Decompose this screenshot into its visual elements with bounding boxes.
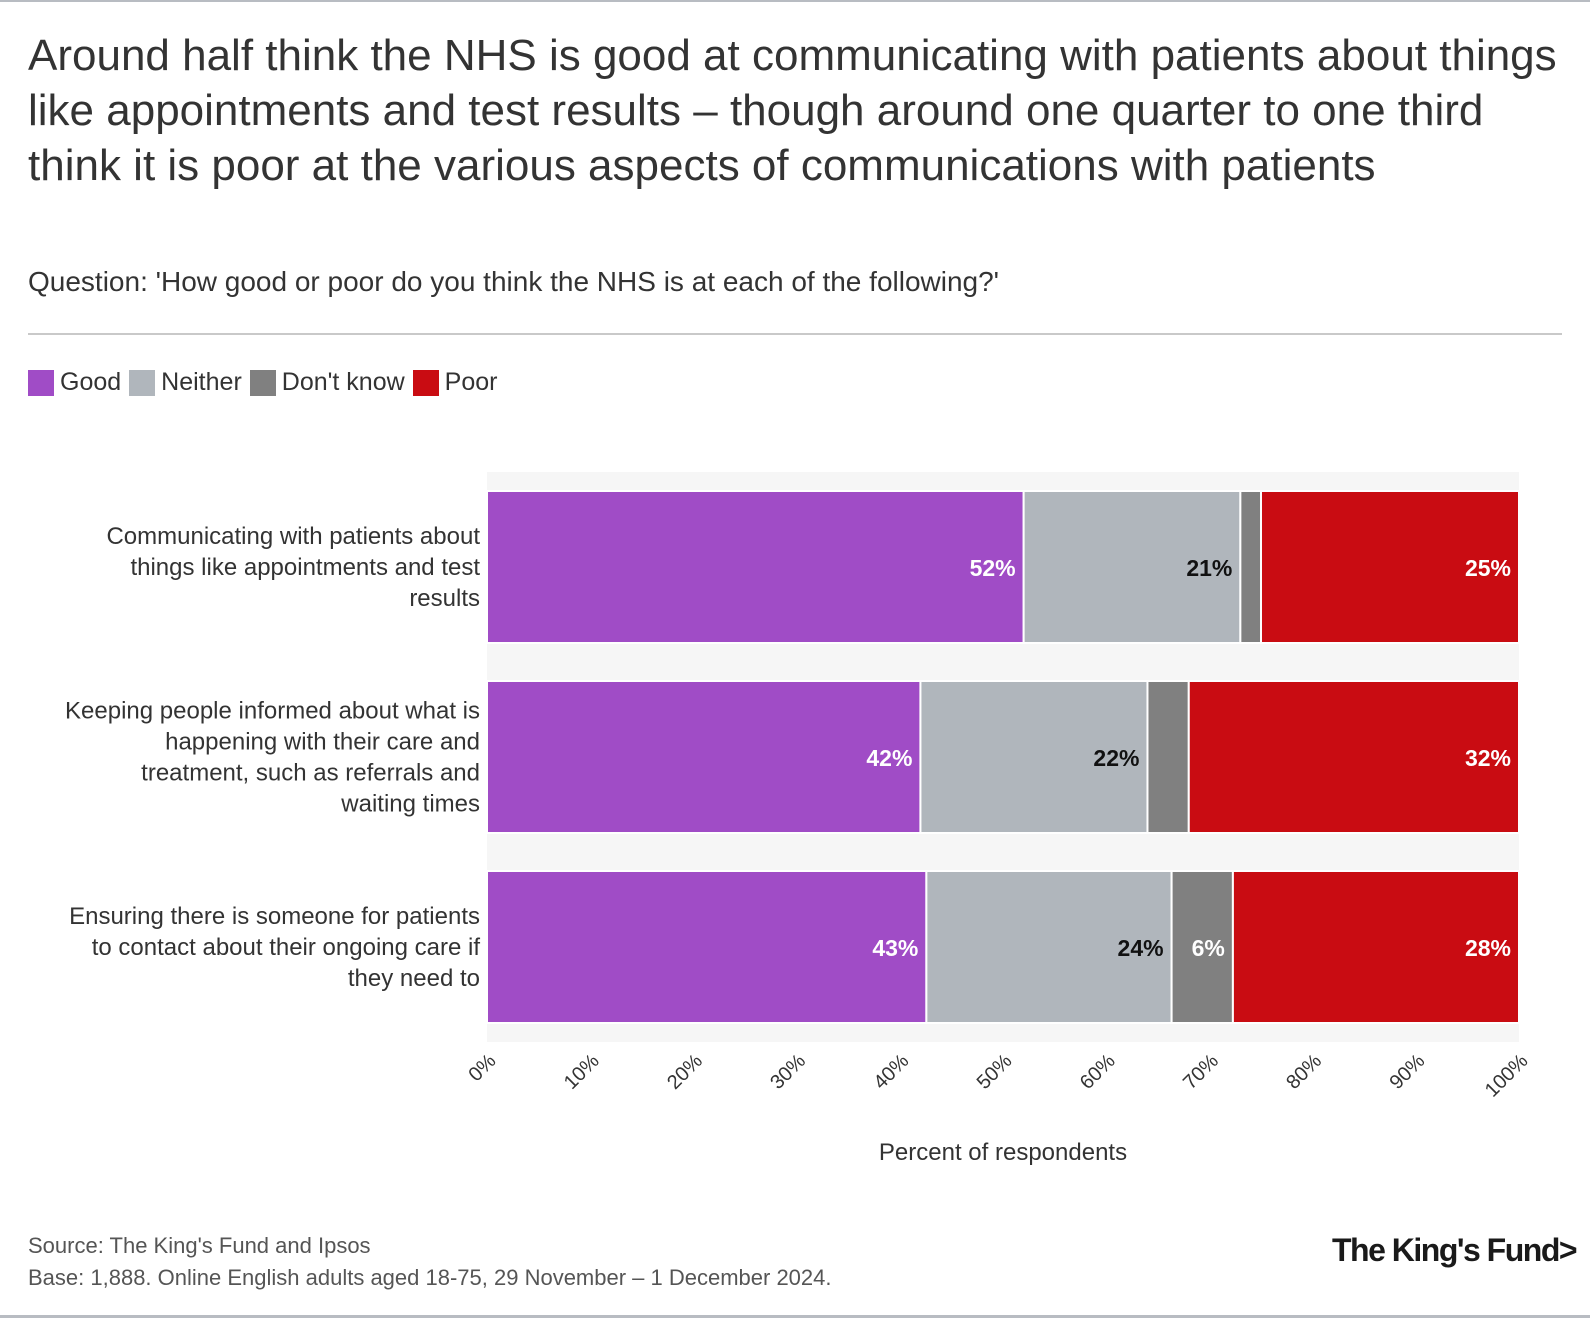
category-label: to contact about their ongoing care if [92, 934, 481, 961]
category-label: Communicating with patients about [106, 523, 480, 550]
data-label: 52% [970, 555, 1016, 581]
top-border [0, 0, 1590, 2]
category-label: waiting times [340, 791, 480, 818]
bar-poor-0 [1260, 490, 1520, 644]
data-label: 42% [866, 745, 912, 771]
x-axis-title: Percent of respondents [879, 1139, 1127, 1166]
legend-item-good[interactable]: Good [28, 368, 121, 397]
legend-label-dont-know: Don't know [281, 368, 405, 396]
legend-label-good: Good [60, 368, 122, 396]
legend-item-poor[interactable]: Poor [412, 368, 498, 397]
bottom-border [0, 1315, 1590, 1318]
chart-subtitle: Question: 'How good or poor do you think… [28, 266, 1000, 297]
source-line: Source: The King's Fund and Ipsos [28, 1233, 371, 1258]
x-tick-label: 50% [973, 1050, 1017, 1094]
legend-item-neither[interactable]: Neither [129, 368, 242, 397]
legend-swatch-neither [129, 369, 156, 396]
data-label: 32% [1465, 745, 1511, 771]
bar-neither-2 [925, 870, 1173, 1024]
header-divider [28, 333, 1562, 335]
category-label: results [409, 585, 480, 612]
bar-don-t-know-0 [1239, 490, 1262, 644]
bar-good-2 [486, 870, 928, 1024]
data-label: 22% [1093, 745, 1139, 771]
category-label: happening with their care and [165, 729, 480, 756]
chart-title: Around half think the NHS is good at com… [28, 31, 1557, 190]
bar-good-0 [486, 490, 1025, 644]
legend-swatch-good [28, 369, 54, 396]
data-label: 43% [872, 935, 918, 961]
x-tick-label: 100% [1481, 1050, 1533, 1102]
x-tick-label: 80% [1282, 1050, 1326, 1094]
legend-label-poor: Poor [444, 368, 498, 396]
x-tick-label: 0% [465, 1050, 501, 1086]
bar-poor-2 [1231, 870, 1520, 1024]
category-label: things like appointments and test [130, 554, 480, 581]
base-line: Base: 1,888. Online English adults aged … [28, 1265, 832, 1290]
category-label: treatment, such as referrals and [141, 760, 480, 787]
data-label: 28% [1465, 935, 1511, 961]
bar-neither-0 [1022, 490, 1242, 644]
x-tick-label: 20% [663, 1050, 707, 1094]
category-label: Ensuring there is someone for patients [69, 903, 480, 930]
legend-swatch-dont-know [249, 369, 276, 396]
bar-don-t-know-1 [1146, 680, 1190, 834]
x-tick-label: 70% [1179, 1050, 1223, 1094]
x-tick-label: 10% [560, 1050, 604, 1094]
x-tick-label: 30% [766, 1050, 810, 1094]
data-label: 24% [1118, 935, 1164, 961]
category-label: they need to [348, 965, 480, 992]
category-label: Keeping people informed about what is [65, 698, 480, 725]
bar-good-1 [486, 680, 922, 834]
legend: Good Neither Don't know Poor [28, 368, 505, 397]
data-label: 6% [1192, 935, 1225, 961]
legend-item-dont-know[interactable]: Don't know [249, 368, 405, 397]
legend-label-neither: Neither [161, 368, 242, 396]
x-tick-label: 90% [1385, 1050, 1429, 1094]
x-tick-label: 60% [1076, 1050, 1120, 1094]
data-label: 21% [1186, 555, 1232, 581]
bar-poor-1 [1187, 680, 1520, 834]
data-label: 25% [1465, 555, 1511, 581]
source-note: Source: The King's Fund and Ipsos Base: … [28, 1230, 832, 1294]
x-tick-label: 40% [869, 1050, 913, 1094]
bar-neither-1 [919, 680, 1149, 834]
legend-swatch-poor [412, 369, 439, 396]
kings-fund-logo: The King's Fund> [1332, 1232, 1578, 1268]
